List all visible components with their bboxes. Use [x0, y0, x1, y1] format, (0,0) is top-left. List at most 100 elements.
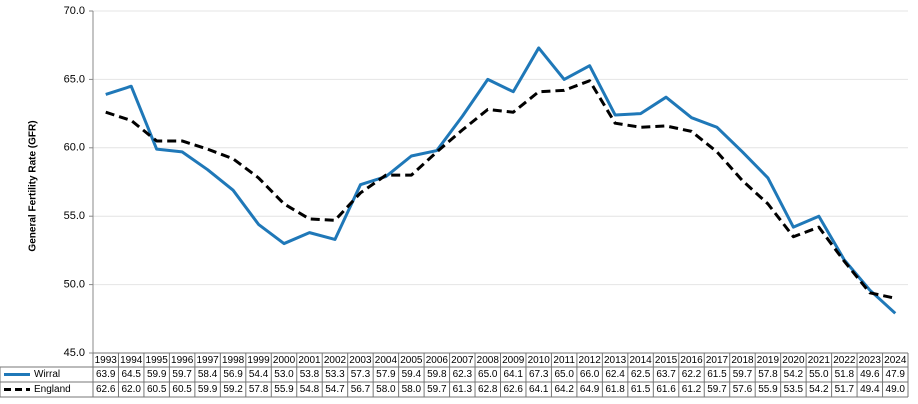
table-value: 53.5 [784, 384, 804, 395]
x-tick-label: 2000 [273, 355, 296, 366]
table-value: 59.7 [707, 384, 727, 395]
table-value: 58.0 [376, 384, 396, 395]
table-value: 49.6 [860, 369, 880, 380]
table-value: 53.3 [325, 369, 345, 380]
table-value: 61.5 [631, 384, 651, 395]
table-value: 59.2 [223, 384, 243, 395]
x-tick-label: 2013 [604, 355, 627, 366]
table-value: 59.4 [402, 369, 422, 380]
table-value: 59.9 [147, 369, 167, 380]
table-value: 60.5 [147, 384, 167, 395]
table-value: 62.6 [504, 384, 524, 395]
x-tick-label: 2024 [884, 355, 907, 366]
table-value: 63.7 [656, 369, 676, 380]
x-tick-label: 2019 [757, 355, 780, 366]
x-tick-label: 2001 [298, 355, 321, 366]
table-value: 64.9 [580, 384, 600, 395]
x-tick-label: 2005 [400, 355, 423, 366]
table-value: 62.8 [478, 384, 498, 395]
table-value: 63.9 [96, 369, 116, 380]
table-value: 55.9 [758, 384, 778, 395]
x-tick-label: 2007 [451, 355, 474, 366]
table-value: 47.9 [886, 369, 906, 380]
x-tick-label: 2020 [782, 355, 805, 366]
table-value: 62.3 [453, 369, 473, 380]
x-tick-label: 1999 [247, 355, 270, 366]
table-value: 62.5 [631, 369, 651, 380]
x-tick-label: 2018 [731, 355, 754, 366]
x-tick-label: 2023 [859, 355, 882, 366]
table-value: 53.0 [274, 369, 294, 380]
table-value: 53.8 [300, 369, 320, 380]
x-tick-label: 2003 [349, 355, 372, 366]
table-value: 54.2 [809, 384, 829, 395]
table-value: 54.8 [300, 384, 320, 395]
series-line [105, 46, 897, 315]
x-tick-label: 2022 [833, 355, 856, 366]
table-value: 61.3 [453, 384, 473, 395]
table-value: 62.0 [121, 384, 141, 395]
x-tick-label: 1996 [171, 355, 194, 366]
table-value: 61.5 [707, 369, 727, 380]
x-tick-label: 2009 [502, 355, 525, 366]
table-value: 65.0 [554, 369, 574, 380]
x-tick-label: 2016 [680, 355, 703, 366]
x-tick-label: 2010 [528, 355, 551, 366]
table-value: 61.8 [605, 384, 625, 395]
table-value: 59.8 [427, 369, 447, 380]
x-tick-label: 2012 [579, 355, 602, 366]
x-tick-label: 1995 [146, 355, 169, 366]
table-value: 61.6 [656, 384, 676, 395]
x-tick-label: 1997 [196, 355, 219, 366]
x-tick-label: 2017 [706, 355, 729, 366]
y-tick-label: 50.0 [64, 279, 85, 291]
table-value: 57.9 [376, 369, 396, 380]
table-value: 60.5 [172, 384, 192, 395]
legend-label: Wirral [34, 369, 60, 380]
table-value: 65.0 [478, 369, 498, 380]
table-value: 67.3 [529, 369, 549, 380]
table-value: 54.2 [784, 369, 804, 380]
table-value: 51.8 [835, 369, 855, 380]
table-value: 54.7 [325, 384, 345, 395]
table-value: 57.8 [758, 369, 778, 380]
x-tick-label: 2011 [553, 355, 575, 366]
legend-label: England [34, 384, 71, 395]
table-value: 58.0 [402, 384, 422, 395]
table-value: 51.7 [835, 384, 855, 395]
table-value: 62.2 [682, 369, 702, 380]
table-value: 49.4 [860, 384, 880, 395]
x-tick-label: 2015 [655, 355, 678, 366]
table-value: 62.4 [605, 369, 625, 380]
x-tick-label: 2021 [808, 355, 831, 366]
x-tick-label: 1998 [222, 355, 245, 366]
y-axis-label: General Fertility Rate (GFR) [28, 120, 39, 251]
table-value: 54.4 [249, 369, 269, 380]
x-tick-label: 2008 [477, 355, 500, 366]
x-tick-label: 1993 [95, 355, 118, 366]
x-tick-label: 1994 [120, 355, 143, 366]
table-value: 58.4 [198, 369, 218, 380]
table-value: 49.0 [886, 384, 906, 395]
table-value: 64.5 [121, 369, 141, 380]
table-value: 64.1 [529, 384, 549, 395]
y-tick-label: 60.0 [64, 142, 85, 154]
table-value: 59.7 [172, 369, 192, 380]
table-value: 64.2 [554, 384, 574, 395]
table-value: 61.2 [682, 384, 702, 395]
y-tick-label: 55.0 [64, 210, 85, 222]
y-tick-label: 65.0 [64, 73, 85, 85]
table-value: 56.7 [351, 384, 371, 395]
table-value: 55.0 [809, 369, 829, 380]
x-tick-label: 2004 [375, 355, 398, 366]
table-value: 62.6 [96, 384, 116, 395]
table-value: 57.8 [249, 384, 269, 395]
table-value: 64.1 [504, 369, 524, 380]
table-value: 59.9 [198, 384, 218, 395]
y-tick-label: 45.0 [64, 347, 85, 359]
x-tick-label: 2002 [324, 355, 347, 366]
series-line [105, 79, 896, 300]
table-value: 66.0 [580, 369, 600, 380]
table-value: 59.7 [733, 369, 753, 380]
x-tick-label: 2014 [629, 355, 652, 366]
